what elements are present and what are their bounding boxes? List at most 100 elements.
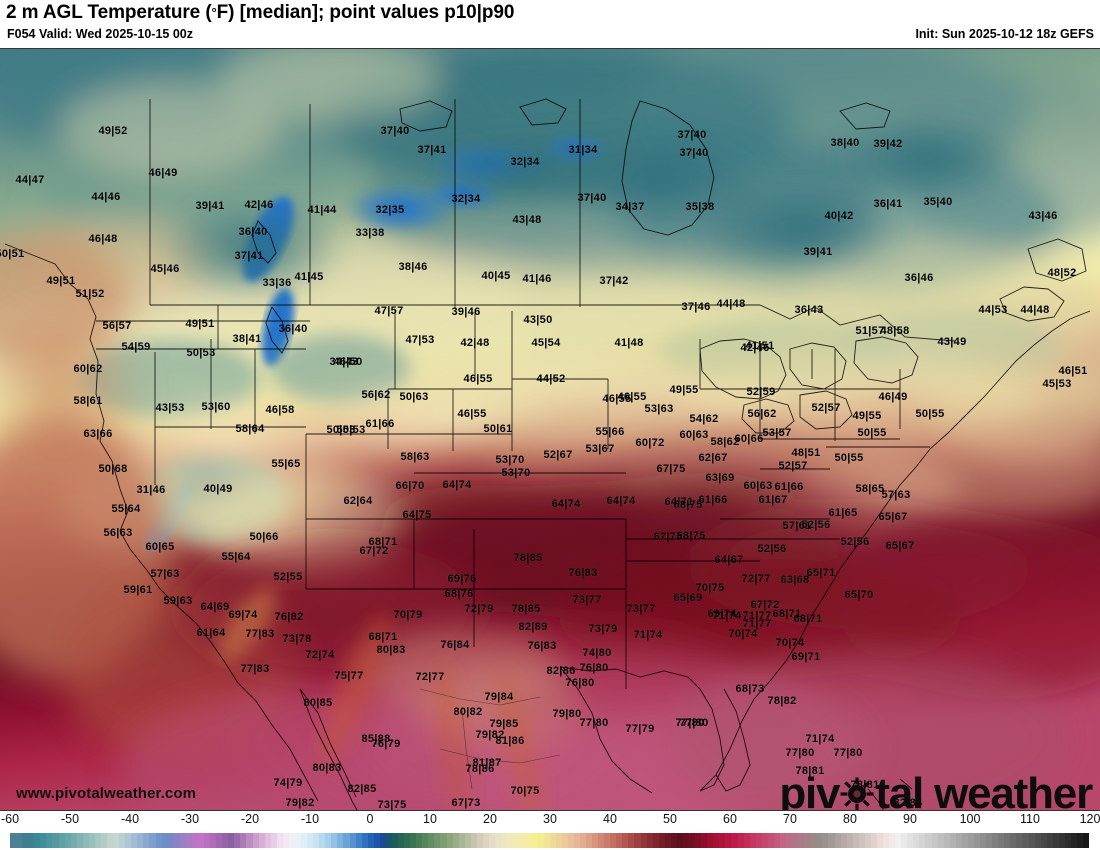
colorbar-tick: 100 bbox=[959, 812, 981, 826]
colorbar-segment bbox=[1016, 833, 1023, 848]
colorbar-segment bbox=[725, 833, 732, 848]
colorbar-segment bbox=[404, 833, 411, 848]
colorbar-segment bbox=[598, 833, 605, 848]
colorbar-segment bbox=[889, 833, 896, 848]
colorbar-segment bbox=[373, 833, 380, 848]
colorbar-segment bbox=[464, 833, 471, 848]
colorbar-segment bbox=[337, 833, 344, 848]
colorbar-segment bbox=[301, 833, 308, 848]
colorbar-segment bbox=[749, 833, 756, 848]
colorbar-segment bbox=[161, 833, 168, 848]
colorbar-segment bbox=[561, 833, 568, 848]
colorbar-segment bbox=[786, 833, 793, 848]
colorbar-segment bbox=[579, 833, 586, 848]
colorbar-segment bbox=[137, 833, 144, 848]
colorbar-segment bbox=[907, 833, 914, 848]
colorbar-tick: -30 bbox=[180, 812, 200, 826]
init-time-label: Init: Sun 2025-10-12 18z GEFS bbox=[915, 27, 1094, 41]
colorbar-segment bbox=[737, 833, 744, 848]
colorbar-segment bbox=[695, 833, 702, 848]
colorbar-segment bbox=[34, 833, 41, 848]
colorbar-segment bbox=[234, 833, 241, 848]
colorbar-segment bbox=[610, 833, 617, 848]
gear-sun-icon bbox=[840, 777, 874, 810]
colorbar-segment bbox=[913, 833, 920, 848]
colorbar-segment bbox=[113, 833, 120, 848]
colorbar-tick: 120 bbox=[1079, 812, 1100, 826]
colorbar-segment bbox=[155, 833, 162, 848]
colorbar-segment bbox=[1004, 833, 1011, 848]
colorbar-segment bbox=[707, 833, 714, 848]
colorbar-segment bbox=[822, 833, 829, 848]
colorbar-segment bbox=[319, 833, 326, 848]
colorbar-segment bbox=[870, 833, 877, 848]
colorbar-gradient[interactable] bbox=[10, 833, 1090, 848]
colorbar-segment bbox=[240, 833, 247, 848]
colorbar-segment bbox=[501, 833, 508, 848]
colorbar-segment bbox=[197, 833, 204, 848]
colorbar-segment bbox=[204, 833, 211, 848]
colorbar-segment bbox=[210, 833, 217, 848]
colorbar-segment bbox=[416, 833, 423, 848]
colorbar-segment bbox=[70, 833, 77, 848]
colorbar-segment bbox=[1028, 833, 1035, 848]
colorbar-segment bbox=[1083, 833, 1090, 848]
colorbar-segment bbox=[573, 833, 580, 848]
colorbar-tick: 10 bbox=[423, 812, 437, 826]
colorbar-segment bbox=[331, 833, 338, 848]
colorbar-segment bbox=[361, 833, 368, 848]
colorbar-tick: 90 bbox=[903, 812, 917, 826]
colorbar-segment bbox=[179, 833, 186, 848]
colorbar-tick: 60 bbox=[723, 812, 737, 826]
colorbar-segment bbox=[64, 833, 71, 848]
colorbar-tick: -50 bbox=[60, 812, 80, 826]
colorbar-segment bbox=[883, 833, 890, 848]
colorbar-segment bbox=[555, 833, 562, 848]
colorbar-segment bbox=[58, 833, 65, 848]
colorbar-tick: -40 bbox=[120, 812, 140, 826]
colorbar-segment bbox=[713, 833, 720, 848]
colorbar-segment bbox=[604, 833, 611, 848]
colorbar-tick: 30 bbox=[543, 812, 557, 826]
colorbar-segment bbox=[355, 833, 362, 848]
colorbar-segment bbox=[1040, 833, 1047, 848]
colorbar-segment bbox=[682, 833, 689, 848]
colorbar-segment bbox=[943, 833, 950, 848]
colorbar-tick: 50 bbox=[663, 812, 677, 826]
colorbar-segment bbox=[349, 833, 356, 848]
colorbar-segment bbox=[1022, 833, 1029, 848]
colorbar-segment bbox=[804, 833, 811, 848]
colorbar-segment bbox=[634, 833, 641, 848]
colorbar-tick: 40 bbox=[603, 812, 617, 826]
colorbar-tick: -20 bbox=[240, 812, 260, 826]
colorbar-segment bbox=[585, 833, 592, 848]
colorbar-segment bbox=[719, 833, 726, 848]
colorbar-tick-labels: -60 -50 -40 -30 -20 -10 0 10 20 30 40 50 60 70 80 90 100… bbox=[0, 811, 1100, 831]
colorbar-segment bbox=[567, 833, 574, 848]
map-viewport[interactable]: 49|52 46|49 44|47 44|46 39|41 42|46 41|44 36|40… bbox=[0, 48, 1100, 811]
colorbar-segment bbox=[973, 833, 980, 848]
mexico-ridges bbox=[219, 586, 542, 810]
colorbar-segment bbox=[1010, 833, 1017, 848]
map-svg bbox=[0, 49, 1100, 810]
colorbar-segment bbox=[270, 833, 277, 848]
colorbar-segment bbox=[94, 833, 101, 848]
colorbar-segment bbox=[531, 833, 538, 848]
colorbar-segment bbox=[925, 833, 932, 848]
colorbar-segment bbox=[28, 833, 35, 848]
colorbar-tick: 80 bbox=[843, 812, 857, 826]
colorbar-segment bbox=[664, 833, 671, 848]
colorbar-segment bbox=[549, 833, 556, 848]
colorbar-segment bbox=[537, 833, 544, 848]
colorbar-segment bbox=[876, 833, 883, 848]
colorbar-segment bbox=[519, 833, 526, 848]
colorbar-segment bbox=[949, 833, 956, 848]
colorbar-segment bbox=[470, 833, 477, 848]
colorbar-tick: 110 bbox=[1020, 812, 1040, 826]
colorbar-segment bbox=[616, 833, 623, 848]
colorbar-segment bbox=[143, 833, 150, 848]
colorbar[interactable]: -60 -50 -40 -30 -20 -10 0 10 20 30 40 50 60 70 80 90 100… bbox=[0, 811, 1100, 850]
colorbar-segment bbox=[131, 833, 138, 848]
colorbar-segment bbox=[895, 833, 902, 848]
